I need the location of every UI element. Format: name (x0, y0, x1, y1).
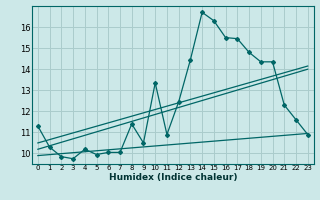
X-axis label: Humidex (Indice chaleur): Humidex (Indice chaleur) (108, 173, 237, 182)
